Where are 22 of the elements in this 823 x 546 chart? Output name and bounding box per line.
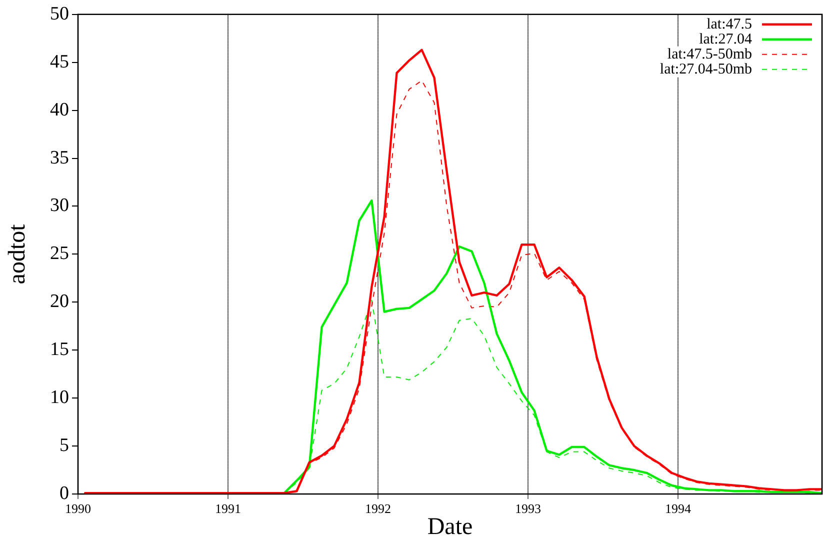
x-tick-label: 1990 — [65, 501, 91, 516]
y-tick-label: 40 — [50, 99, 69, 120]
y-tick-label: 10 — [50, 387, 69, 408]
x-tick-label: 1991 — [215, 501, 241, 516]
y-tick-label: 50 — [50, 3, 69, 24]
x-axis-title: Date — [427, 514, 473, 540]
y-tick-label: 5 — [60, 435, 69, 456]
legend-label: lat:47.5-50mb — [667, 46, 752, 62]
y-tick-label: 45 — [50, 51, 69, 72]
y-tick-label: 15 — [50, 339, 69, 360]
y-tick-label: 30 — [50, 195, 69, 216]
legend-label: lat:27.04-50mb — [660, 61, 752, 78]
y-tick-label: 20 — [50, 291, 69, 312]
x-tick-label: 1993 — [515, 501, 541, 516]
legend-label: lat:27.04 — [699, 31, 752, 48]
x-tick-label: 1994 — [665, 501, 692, 516]
y-tick-label: 0 — [60, 482, 69, 504]
y-axis-title: aodtot — [4, 224, 31, 284]
y-tick-label: 35 — [50, 147, 69, 168]
y-tick-label: 25 — [50, 243, 69, 264]
legend-label: lat:47.5 — [706, 16, 752, 32]
x-tick-label: 1992 — [365, 501, 391, 516]
